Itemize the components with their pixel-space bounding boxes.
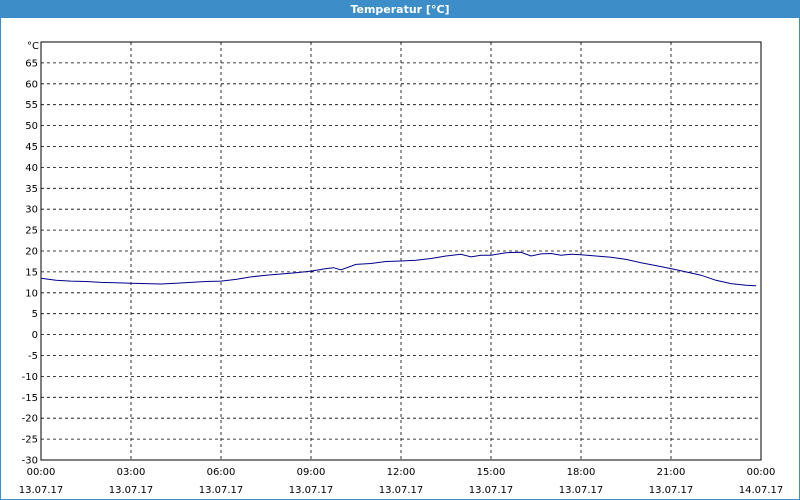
x-tick-date-label: 13.07.17 [199,485,244,496]
y-tick-label: 25 [25,226,38,237]
x-tick-time-label: 03:00 [117,467,146,478]
y-axis-unit-label: °C [27,41,39,52]
grid-lines [41,42,761,460]
x-tick-labels: 00:00 13.07.17 03:00 13.07.17 06:00 13.07.17 0… [19,467,784,496]
x-tick-date-label: 13.07.17 [469,485,514,496]
x-tick-time-label: 09:00 [297,467,326,478]
y-tick-label: 60 [25,79,38,90]
x-tick-time-label: 15:00 [477,467,506,478]
x-tick-time-label: 00:00 [27,467,56,478]
y-tick-label: 30 [25,205,38,216]
x-tick-date-label: 14.07.17 [739,485,784,496]
y-tick-label: 10 [25,288,38,299]
y-tick-labels: -30 -25 -20 -15 -10 -5 0 5 10 15 20 25 30 35 40 45 50 55 6… [22,58,38,466]
temperature-chart: -30 -25 -20 -15 -10 -5 0 5 10 15 20 25 30 35 40 45 50 55 6… [19,41,784,496]
y-tick-label: 40 [25,163,38,174]
y-tick-label: 65 [25,58,38,69]
x-tick-time-label: 21:00 [657,467,686,478]
x-tick-date-label: 13.07.17 [559,485,604,496]
x-tick-time-label: 00:00 [747,467,776,478]
y-tick-label: 15 [25,267,38,278]
window-title: Temperatur [°C] [1,1,799,18]
y-tick-label: 55 [25,100,38,111]
x-tick-time-label: 12:00 [387,467,416,478]
y-tick-label: -5 [28,351,38,362]
y-tick-label: -30 [22,456,38,467]
x-tick-date-label: 13.07.17 [109,485,154,496]
x-tick-time-label: 18:00 [567,467,596,478]
y-tick-label: 50 [25,121,38,132]
y-tick-label: 5 [32,309,38,320]
y-tick-label: 35 [25,184,38,195]
y-tick-label: -20 [22,414,38,425]
y-tick-label: -15 [22,393,38,404]
y-tick-label: -25 [22,435,38,446]
x-tick-date-label: 13.07.17 [289,485,334,496]
x-tick-time-label: 06:00 [207,467,236,478]
series-line-temperature [40,251,757,287]
y-tick-label: 0 [32,330,38,341]
x-tick-date-label: 13.07.17 [379,485,424,496]
x-tick-date-label: 13.07.17 [649,485,694,496]
y-tick-label: -10 [22,372,38,383]
y-tick-label: 45 [25,142,38,153]
y-tick-label: 20 [25,247,38,258]
x-tick-date-label: 13.07.17 [19,485,64,496]
